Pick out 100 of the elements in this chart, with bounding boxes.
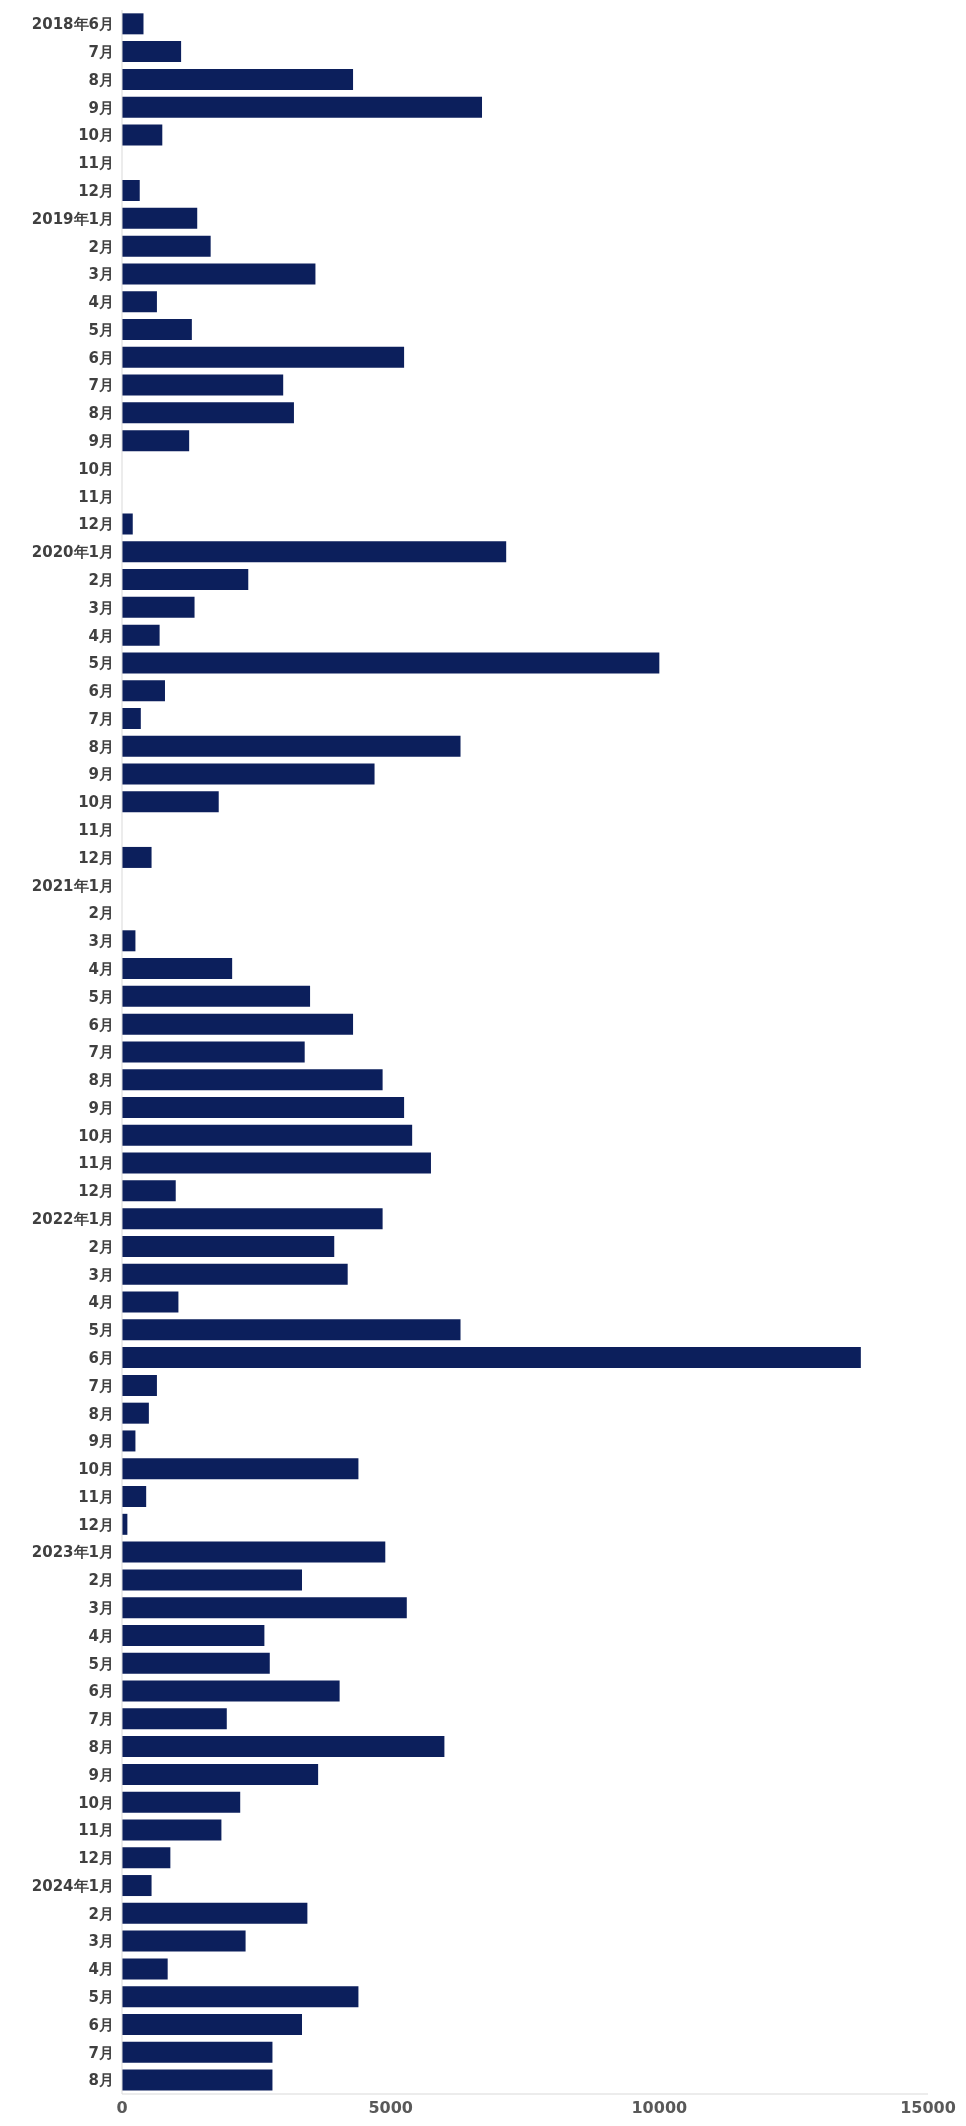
bar (122, 1624, 265, 1646)
y-tick-label: 8月 (88, 404, 114, 423)
bar (122, 763, 375, 785)
bar (122, 1458, 359, 1480)
y-tick-label: 7月 (88, 1376, 114, 1395)
bar (122, 180, 140, 202)
y-tick-label: 2月 (88, 237, 114, 256)
y-tick-label: 3月 (88, 1932, 114, 1951)
bar (122, 374, 284, 396)
bar (122, 1041, 305, 1063)
x-tick-label: 10000 (631, 2098, 688, 2118)
y-tick-label: 4月 (88, 1960, 114, 1979)
bar (122, 958, 233, 980)
bar (122, 1541, 386, 1563)
y-tick-label: 4月 (88, 1626, 114, 1645)
y-tick-label: 10月 (78, 126, 114, 145)
bar (122, 2013, 303, 2035)
y-tick-label: 6月 (88, 2015, 114, 2034)
y-tick-label: 2019年1月 (31, 209, 114, 228)
y-tick-label: 7月 (88, 43, 114, 62)
bar (122, 1180, 176, 1202)
bar (122, 985, 311, 1007)
y-tick-label: 2月 (88, 1904, 114, 1923)
y-tick-label: 2020年1月 (31, 543, 114, 562)
y-tick-label: 5月 (88, 1988, 114, 2007)
y-tick-label: 6月 (88, 1015, 114, 1034)
y-tick-label: 2022年1月 (31, 1210, 114, 1229)
y-tick-label: 5月 (88, 654, 114, 673)
y-tick-label: 6月 (88, 1348, 114, 1367)
bar (122, 13, 144, 35)
bar (122, 430, 190, 452)
y-tick-label: 2月 (88, 1571, 114, 1590)
y-tick-label: 11月 (78, 487, 114, 506)
bar (122, 291, 157, 313)
y-tick-label: 3月 (88, 1265, 114, 1284)
bar (122, 1819, 222, 1841)
y-tick-label: 7月 (88, 709, 114, 728)
y-tick-label: 3月 (88, 1599, 114, 1618)
y-tick-label: 2月 (88, 1237, 114, 1256)
y-tick-label: 12月 (78, 1849, 114, 1868)
bar (122, 624, 160, 646)
y-tick-label: 6月 (88, 348, 114, 367)
bar (122, 235, 211, 257)
x-tick-label: 0 (116, 2098, 128, 2118)
y-tick-label: 4月 (88, 626, 114, 645)
bar (122, 1930, 246, 1952)
y-tick-label: 8月 (88, 737, 114, 756)
bar (122, 1235, 335, 1257)
bar (122, 1347, 861, 1369)
y-tick-label: 8月 (88, 1071, 114, 1090)
y-tick-label: 5月 (88, 1654, 114, 1673)
bar (122, 318, 192, 340)
y-tick-label: 9月 (88, 432, 114, 451)
y-tick-label: 9月 (88, 98, 114, 117)
y-tick-label: 4月 (88, 959, 114, 978)
bar (122, 1986, 359, 2008)
y-tick-label: 5月 (88, 987, 114, 1006)
y-tick-label: 6月 (88, 1682, 114, 1701)
y-tick-label: 9月 (88, 1098, 114, 1117)
bar (122, 1680, 340, 1702)
bar (122, 263, 316, 285)
bar (122, 68, 354, 90)
bar (122, 1402, 149, 1424)
y-tick-label: 5月 (88, 320, 114, 339)
y-tick-label: 2023年1月 (31, 1543, 114, 1562)
bar (122, 652, 660, 674)
y-tick-label: 2018年6月 (31, 15, 114, 34)
y-tick-label: 12月 (78, 848, 114, 867)
y-tick-label: 5月 (88, 1321, 114, 1340)
bar (122, 1847, 171, 1869)
bar (122, 1569, 303, 1591)
bar (122, 1875, 152, 1897)
bar (122, 124, 163, 146)
bar (122, 1597, 407, 1619)
y-tick-label: 11月 (78, 154, 114, 173)
bar (122, 1708, 227, 1730)
bar (122, 1208, 383, 1230)
bar (122, 541, 507, 563)
y-tick-label: 12月 (78, 1515, 114, 1534)
bar (122, 513, 133, 535)
bar (122, 596, 195, 618)
bar (122, 1124, 413, 1146)
y-tick-label: 8月 (88, 2071, 114, 2090)
bar (122, 2041, 273, 2063)
y-tick-label: 7月 (88, 1043, 114, 1062)
bar (122, 708, 141, 729)
y-tick-label: 12月 (78, 1182, 114, 1201)
bar (122, 1958, 168, 1980)
bar (122, 402, 294, 424)
bar (122, 846, 152, 868)
bar (122, 791, 219, 813)
bar (122, 1319, 461, 1341)
y-tick-label: 11月 (78, 1487, 114, 1506)
y-tick-label: 9月 (88, 1432, 114, 1451)
bar (122, 680, 165, 702)
y-tick-label: 11月 (78, 1154, 114, 1173)
bar (122, 569, 249, 591)
bar (122, 1374, 157, 1396)
y-tick-label: 7月 (88, 1710, 114, 1729)
y-tick-label: 8月 (88, 1404, 114, 1423)
